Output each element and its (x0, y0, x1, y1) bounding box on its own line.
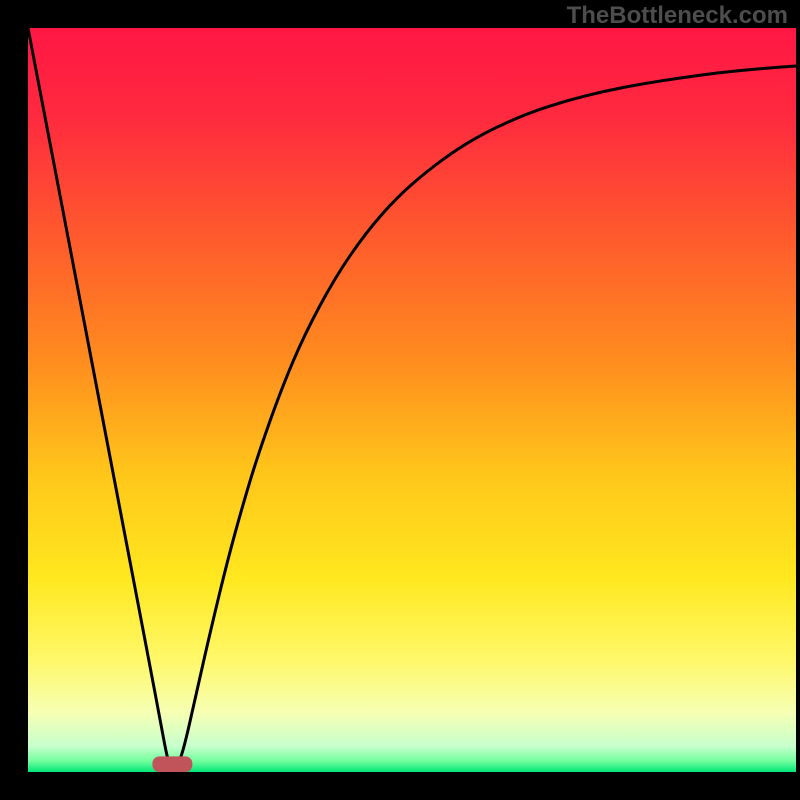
bottleneck-chart (0, 0, 800, 800)
chart-container: { "watermark": { "text": "TheBottleneck.… (0, 0, 800, 800)
watermark-label: TheBottleneck.com (567, 2, 788, 30)
plot-gradient (28, 28, 796, 772)
optimum-marker (152, 756, 192, 772)
